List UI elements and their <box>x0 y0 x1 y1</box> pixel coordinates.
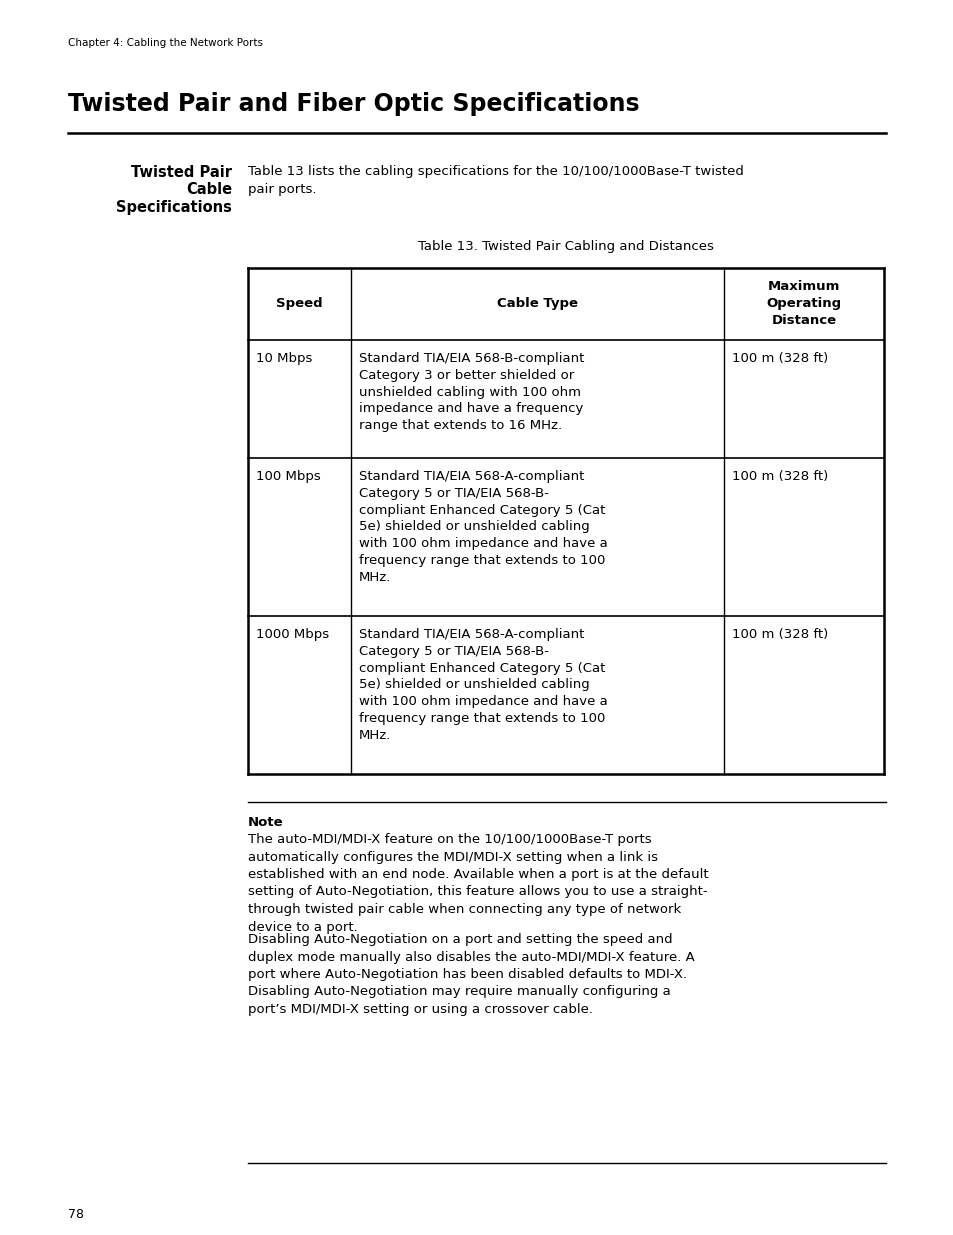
Text: 10 Mbps: 10 Mbps <box>255 352 312 366</box>
Text: Standard TIA/EIA 568-A-compliant
Category 5 or TIA/EIA 568-B-
compliant Enhanced: Standard TIA/EIA 568-A-compliant Categor… <box>358 471 607 584</box>
Text: Note: Note <box>248 816 283 829</box>
Text: Disabling Auto-Negotiation on a port and setting the speed and
duplex mode manua: Disabling Auto-Negotiation on a port and… <box>248 932 694 1016</box>
Text: Table 13 lists the cabling specifications for the 10/100/1000Base-T twisted
pair: Table 13 lists the cabling specification… <box>248 165 743 196</box>
Text: The auto-MDI/MDI-X feature on the 10/100/1000Base-T ports
automatically configur: The auto-MDI/MDI-X feature on the 10/100… <box>248 832 708 934</box>
Text: Twisted Pair: Twisted Pair <box>131 165 232 180</box>
Text: Specifications: Specifications <box>116 200 232 215</box>
Text: Standard TIA/EIA 568-B-compliant
Category 3 or better shielded or
unshielded cab: Standard TIA/EIA 568-B-compliant Categor… <box>358 352 584 432</box>
Text: Twisted Pair and Fiber Optic Specifications: Twisted Pair and Fiber Optic Specificati… <box>68 91 639 116</box>
Text: 100 m (328 ft): 100 m (328 ft) <box>731 471 827 483</box>
Text: 100 m (328 ft): 100 m (328 ft) <box>731 629 827 641</box>
Text: Speed: Speed <box>276 298 322 310</box>
Text: 100 Mbps: 100 Mbps <box>255 471 320 483</box>
Text: 1000 Mbps: 1000 Mbps <box>255 629 329 641</box>
Text: Cable Type: Cable Type <box>497 298 578 310</box>
Text: Cable: Cable <box>186 182 232 198</box>
Text: Maximum
Operating
Distance: Maximum Operating Distance <box>765 280 841 327</box>
Text: Table 13. Twisted Pair Cabling and Distances: Table 13. Twisted Pair Cabling and Dista… <box>417 240 713 253</box>
Text: Chapter 4: Cabling the Network Ports: Chapter 4: Cabling the Network Ports <box>68 38 263 48</box>
Text: 78: 78 <box>68 1208 84 1221</box>
Text: Standard TIA/EIA 568-A-compliant
Category 5 or TIA/EIA 568-B-
compliant Enhanced: Standard TIA/EIA 568-A-compliant Categor… <box>358 629 607 742</box>
Text: 100 m (328 ft): 100 m (328 ft) <box>731 352 827 366</box>
